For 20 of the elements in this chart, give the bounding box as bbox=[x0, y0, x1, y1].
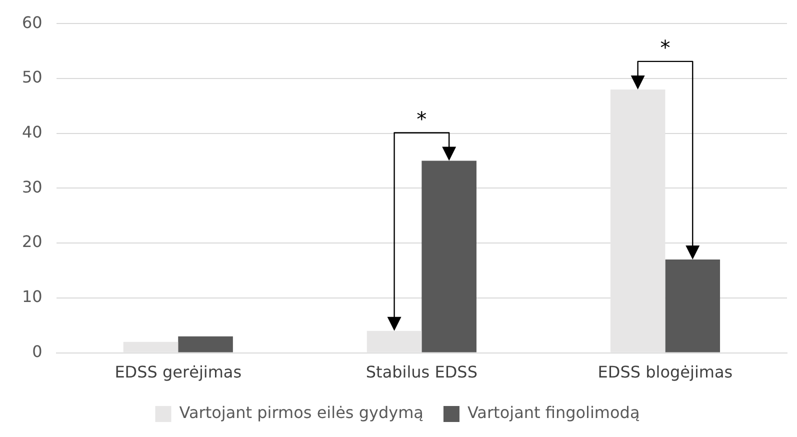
bar bbox=[178, 336, 233, 352]
y-tick-label: 50 bbox=[22, 68, 42, 87]
bar bbox=[366, 330, 422, 352]
annotation: * bbox=[660, 36, 670, 60]
bar bbox=[610, 89, 666, 352]
x-tick-label: EDSS blogėjimas bbox=[598, 362, 733, 382]
y-tick-label: 40 bbox=[22, 122, 42, 142]
legend-label: Vartojant fingolimodą bbox=[467, 403, 640, 422]
x-tick-label: Stabilus EDSS bbox=[366, 362, 478, 382]
bar bbox=[422, 160, 476, 352]
legend-label: Vartojant pirmos eilės gydymą bbox=[179, 403, 424, 422]
bar bbox=[123, 342, 178, 352]
y-tick-label: 10 bbox=[22, 287, 42, 306]
annotation: * bbox=[416, 106, 427, 131]
bar bbox=[665, 260, 720, 352]
y-tick-label: 60 bbox=[22, 12, 42, 32]
y-tick-label: 20 bbox=[22, 232, 42, 252]
y-tick-label: 30 bbox=[22, 177, 42, 196]
y-tick-label: 0 bbox=[32, 342, 42, 361]
x-tick-label: EDSS gerėjimas bbox=[114, 362, 242, 382]
